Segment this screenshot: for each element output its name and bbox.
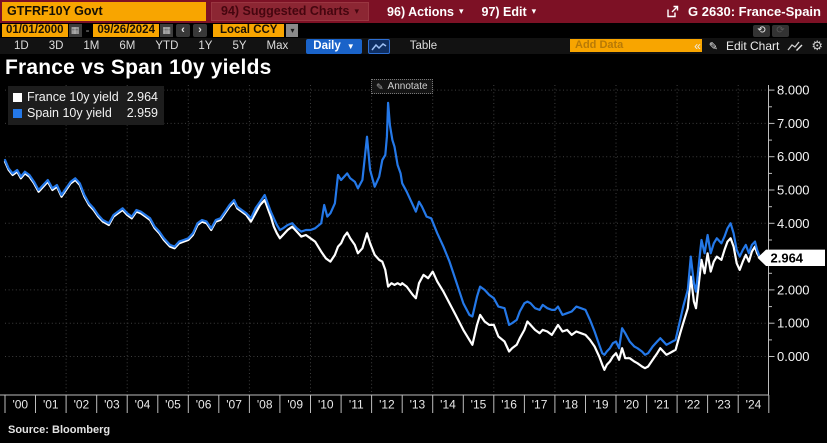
date-from-input[interactable]: 01/01/2000 — [2, 24, 68, 37]
date-range-bar: 01/01/2000 ▦ - 09/26/2024 ▦ ‹ › Local CC… — [0, 23, 827, 38]
period-1m[interactable]: 1M — [83, 40, 100, 52]
svg-text:5.000: 5.000 — [777, 183, 810, 198]
edit-chart-icon[interactable] — [787, 40, 803, 52]
svg-text:'21: '21 — [654, 398, 670, 412]
legend-value: 2.964 — [126, 90, 158, 104]
chart-tag: G 2630: France-Spain — [688, 4, 821, 19]
command-bar: GTFRF10Y Govt 94) Suggested Charts ▾ 96)… — [0, 0, 827, 23]
chart-tools: « ✎ Edit Chart ⚙ — [694, 38, 823, 54]
svg-text:'10: '10 — [318, 398, 334, 412]
svg-text:'14: '14 — [440, 398, 456, 412]
date-to-input[interactable]: 09/26/2024 — [93, 24, 159, 37]
svg-text:'05: '05 — [165, 398, 181, 412]
svg-text:'04: '04 — [135, 398, 151, 412]
annotate-label: Annotate — [387, 80, 428, 92]
svg-text:'09: '09 — [287, 398, 303, 412]
svg-text:'18: '18 — [562, 398, 578, 412]
line-chart-view-button[interactable] — [367, 38, 390, 54]
undo-button[interactable]: ⟲ — [753, 25, 770, 37]
calendar-icon[interactable]: ▦ — [159, 24, 173, 37]
edit-menu[interactable]: 97) Edit ▾ — [482, 5, 537, 19]
svg-text:'19: '19 — [593, 398, 609, 412]
chart-tag-group: G 2630: France-Spain — [666, 4, 821, 19]
svg-text:'20: '20 — [623, 398, 639, 412]
frequency-dropdown[interactable]: Daily ▼ — [306, 38, 362, 54]
chevron-down-icon: ▼ — [346, 41, 355, 51]
period-1y[interactable]: 1Y — [198, 40, 213, 52]
chevron-down-icon: ▾ — [531, 6, 537, 16]
ticker-input[interactable]: GTFRF10Y Govt — [2, 2, 206, 21]
period-1d[interactable]: 1D — [14, 40, 29, 52]
legend-label: France 10y yield — [27, 90, 119, 104]
svg-text:8.000: 8.000 — [777, 83, 810, 98]
svg-text:4.000: 4.000 — [777, 216, 810, 231]
svg-text:'01: '01 — [43, 398, 59, 412]
svg-text:'06: '06 — [196, 398, 212, 412]
chart-legend[interactable]: France 10y yield 2.964 Spain 10y yield 2… — [8, 86, 164, 125]
pencil-icon: ✎ — [376, 81, 384, 92]
source-label: Source: Bloomberg — [8, 424, 111, 436]
svg-text:7.000: 7.000 — [777, 116, 810, 131]
svg-text:'13: '13 — [410, 398, 426, 412]
annotate-chip[interactable]: ✎ Annotate — [371, 79, 433, 94]
calendar-icon[interactable]: ▦ — [68, 24, 82, 37]
actions-label: 96) Actions — [387, 4, 454, 19]
period-3d[interactable]: 3D — [48, 40, 64, 52]
svg-text:'07: '07 — [226, 398, 242, 412]
period-max[interactable]: Max — [266, 40, 289, 52]
chevron-down-icon: ▾ — [354, 6, 360, 16]
period-6m[interactable]: 6M — [119, 40, 136, 52]
svg-text:'12: '12 — [379, 398, 395, 412]
line-chart-icon — [371, 42, 387, 50]
svg-text:1.000: 1.000 — [777, 316, 810, 331]
currency-dropdown-button[interactable]: ▾ — [286, 24, 299, 37]
gear-icon[interactable]: ⚙ — [811, 38, 823, 53]
currency-select[interactable]: Local CCY — [212, 24, 285, 37]
svg-text:'24: '24 — [746, 398, 762, 412]
redo-button[interactable]: ⟳ — [772, 25, 789, 37]
actions-menu[interactable]: 96) Actions ▾ — [387, 5, 463, 19]
export-icon[interactable] — [666, 5, 679, 18]
suggested-charts-label: 94) Suggested Charts — [221, 4, 350, 18]
date-range-separator: - — [85, 24, 90, 37]
period-ytd[interactable]: YTD — [155, 40, 179, 52]
svg-text:'17: '17 — [532, 398, 548, 412]
collapse-icon[interactable]: « — [694, 39, 701, 53]
spain-legend-swatch — [13, 108, 22, 118]
frequency-label: Daily — [313, 39, 341, 52]
legend-label: Spain 10y yield — [27, 106, 112, 120]
svg-text:'16: '16 — [501, 398, 517, 412]
svg-text:'00: '00 — [12, 398, 28, 412]
chevron-down-icon: ▾ — [458, 6, 464, 16]
legend-row[interactable]: France 10y yield 2.964 — [13, 89, 158, 105]
svg-text:'11: '11 — [349, 398, 364, 412]
svg-text:'23: '23 — [715, 398, 731, 412]
svg-text:'03: '03 — [104, 398, 120, 412]
add-data-input[interactable]: Add Data — [570, 39, 702, 52]
svg-text:2.000: 2.000 — [777, 282, 810, 297]
prev-range-button[interactable]: ‹ — [175, 24, 190, 37]
pencil-icon: ✎ — [708, 40, 718, 53]
svg-text:0.000: 0.000 — [777, 349, 810, 364]
svg-text:'22: '22 — [685, 398, 701, 412]
table-view-button[interactable]: Table — [409, 40, 438, 52]
svg-text:6.000: 6.000 — [777, 149, 810, 164]
legend-row[interactable]: Spain 10y yield 2.959 — [13, 105, 158, 121]
svg-text:2.964: 2.964 — [771, 250, 804, 265]
suggested-charts-menu[interactable]: 94) Suggested Charts ▾ — [211, 2, 370, 21]
next-range-button[interactable]: › — [192, 24, 207, 37]
period-5y[interactable]: 5Y — [232, 40, 247, 52]
svg-text:'15: '15 — [471, 398, 487, 412]
legend-value: 2.959 — [126, 106, 158, 120]
edit-chart-button[interactable]: Edit Chart — [725, 39, 780, 53]
france-legend-swatch — [13, 92, 22, 102]
svg-text:'02: '02 — [74, 398, 90, 412]
edit-label: 97) Edit — [481, 4, 527, 19]
chart-title: France vs Span 10y yields — [5, 56, 272, 79]
svg-text:'08: '08 — [257, 398, 273, 412]
